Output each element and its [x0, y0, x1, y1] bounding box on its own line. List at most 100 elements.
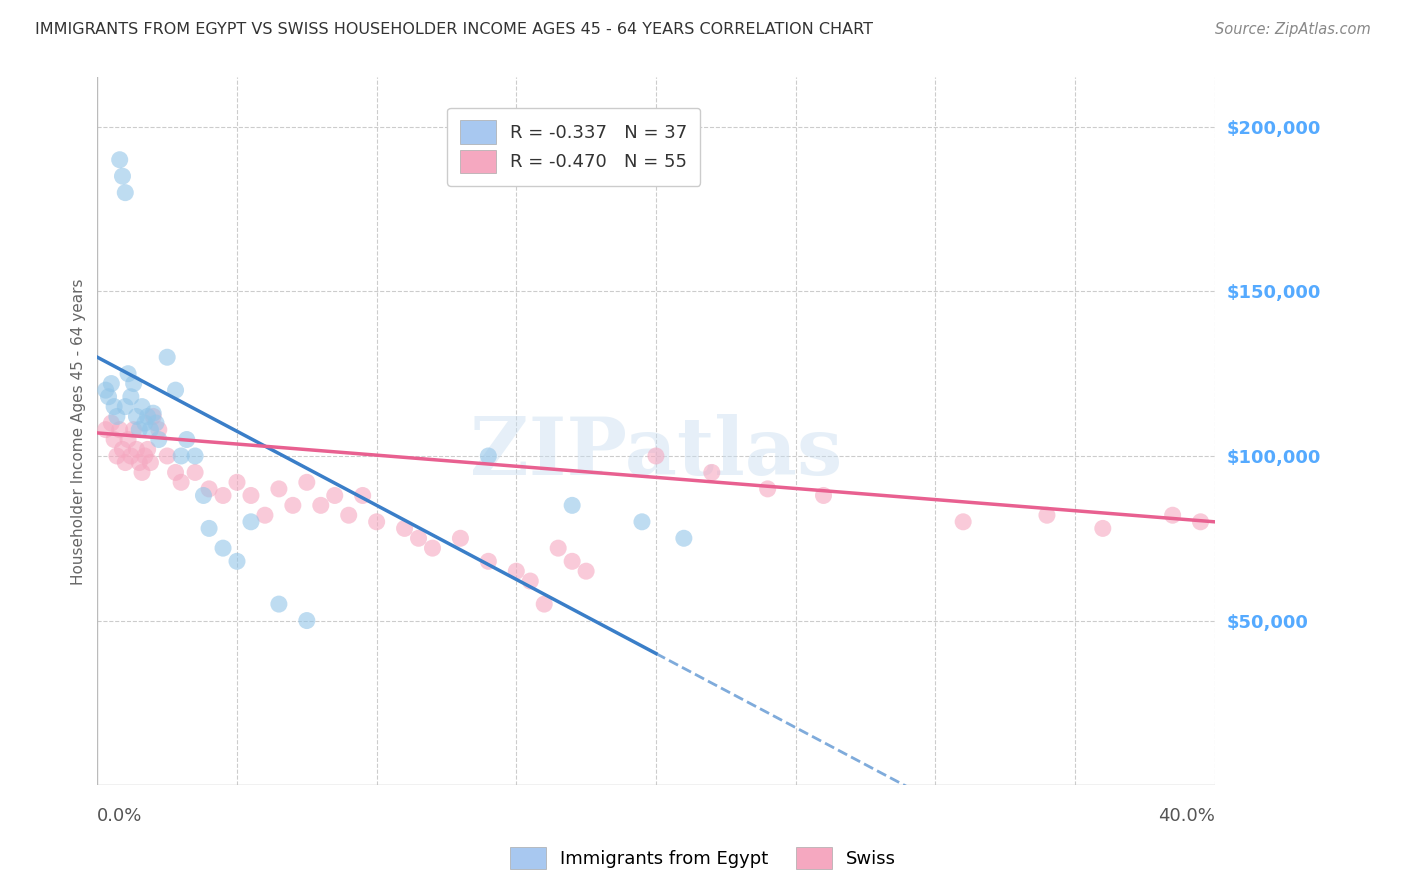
Point — [114, 186, 136, 200]
Point — [103, 433, 125, 447]
Point — [267, 482, 290, 496]
Point — [337, 508, 360, 523]
Point — [952, 515, 974, 529]
Point — [94, 423, 117, 437]
Point — [449, 531, 471, 545]
Point — [170, 449, 193, 463]
Point — [94, 383, 117, 397]
Point — [142, 409, 165, 424]
Point — [125, 442, 148, 457]
Point — [561, 554, 583, 568]
Point — [165, 383, 187, 397]
Point — [120, 449, 142, 463]
Point — [547, 541, 569, 556]
Point — [165, 466, 187, 480]
Point — [156, 350, 179, 364]
Point — [267, 597, 290, 611]
Point — [145, 416, 167, 430]
Point — [134, 449, 156, 463]
Point — [700, 466, 723, 480]
Point — [477, 554, 499, 568]
Point — [105, 409, 128, 424]
Point — [281, 499, 304, 513]
Point — [198, 482, 221, 496]
Text: Source: ZipAtlas.com: Source: ZipAtlas.com — [1215, 22, 1371, 37]
Point — [111, 442, 134, 457]
Point — [136, 442, 159, 457]
Point — [120, 390, 142, 404]
Point — [309, 499, 332, 513]
Point — [226, 475, 249, 490]
Point — [131, 466, 153, 480]
Point — [198, 521, 221, 535]
Point — [105, 449, 128, 463]
Text: 40.0%: 40.0% — [1157, 806, 1215, 824]
Point — [422, 541, 444, 556]
Point — [239, 488, 262, 502]
Point — [125, 409, 148, 424]
Point — [813, 488, 835, 502]
Point — [1189, 515, 1212, 529]
Point — [184, 466, 207, 480]
Point — [148, 433, 170, 447]
Point — [323, 488, 346, 502]
Point — [295, 475, 318, 490]
Point — [1091, 521, 1114, 535]
Text: 0.0%: 0.0% — [97, 806, 143, 824]
Point — [139, 456, 162, 470]
Point — [645, 449, 668, 463]
Point — [114, 400, 136, 414]
Point — [139, 423, 162, 437]
Point — [533, 597, 555, 611]
Point — [575, 564, 598, 578]
Point — [97, 390, 120, 404]
Point — [114, 456, 136, 470]
Point — [142, 406, 165, 420]
Point — [253, 508, 276, 523]
Legend: R = -0.337   N = 37, R = -0.470   N = 55: R = -0.337 N = 37, R = -0.470 N = 55 — [447, 108, 700, 186]
Point — [212, 488, 235, 502]
Point — [148, 423, 170, 437]
Point — [1161, 508, 1184, 523]
Point — [100, 376, 122, 391]
Point — [212, 541, 235, 556]
Point — [239, 515, 262, 529]
Text: ZIPatlas: ZIPatlas — [470, 414, 842, 491]
Point — [108, 153, 131, 167]
Point — [394, 521, 416, 535]
Point — [226, 554, 249, 568]
Point — [111, 169, 134, 184]
Point — [1036, 508, 1059, 523]
Point — [117, 433, 139, 447]
Point — [408, 531, 430, 545]
Point — [366, 515, 388, 529]
Point — [519, 574, 541, 588]
Point — [352, 488, 374, 502]
Point — [122, 423, 145, 437]
Point — [134, 416, 156, 430]
Point — [156, 449, 179, 463]
Point — [117, 367, 139, 381]
Point — [128, 456, 150, 470]
Point — [295, 614, 318, 628]
Y-axis label: Householder Income Ages 45 - 64 years: Householder Income Ages 45 - 64 years — [72, 278, 86, 584]
Point — [672, 531, 695, 545]
Point — [176, 433, 198, 447]
Point — [131, 400, 153, 414]
Text: IMMIGRANTS FROM EGYPT VS SWISS HOUSEHOLDER INCOME AGES 45 - 64 YEARS CORRELATION: IMMIGRANTS FROM EGYPT VS SWISS HOUSEHOLD… — [35, 22, 873, 37]
Point — [136, 409, 159, 424]
Legend: Immigrants from Egypt, Swiss: Immigrants from Egypt, Swiss — [501, 838, 905, 879]
Point — [128, 423, 150, 437]
Point — [108, 423, 131, 437]
Point — [505, 564, 527, 578]
Point — [170, 475, 193, 490]
Point — [122, 376, 145, 391]
Point — [477, 449, 499, 463]
Point — [184, 449, 207, 463]
Point — [100, 416, 122, 430]
Point — [193, 488, 215, 502]
Point — [103, 400, 125, 414]
Point — [561, 499, 583, 513]
Point — [756, 482, 779, 496]
Point — [631, 515, 654, 529]
